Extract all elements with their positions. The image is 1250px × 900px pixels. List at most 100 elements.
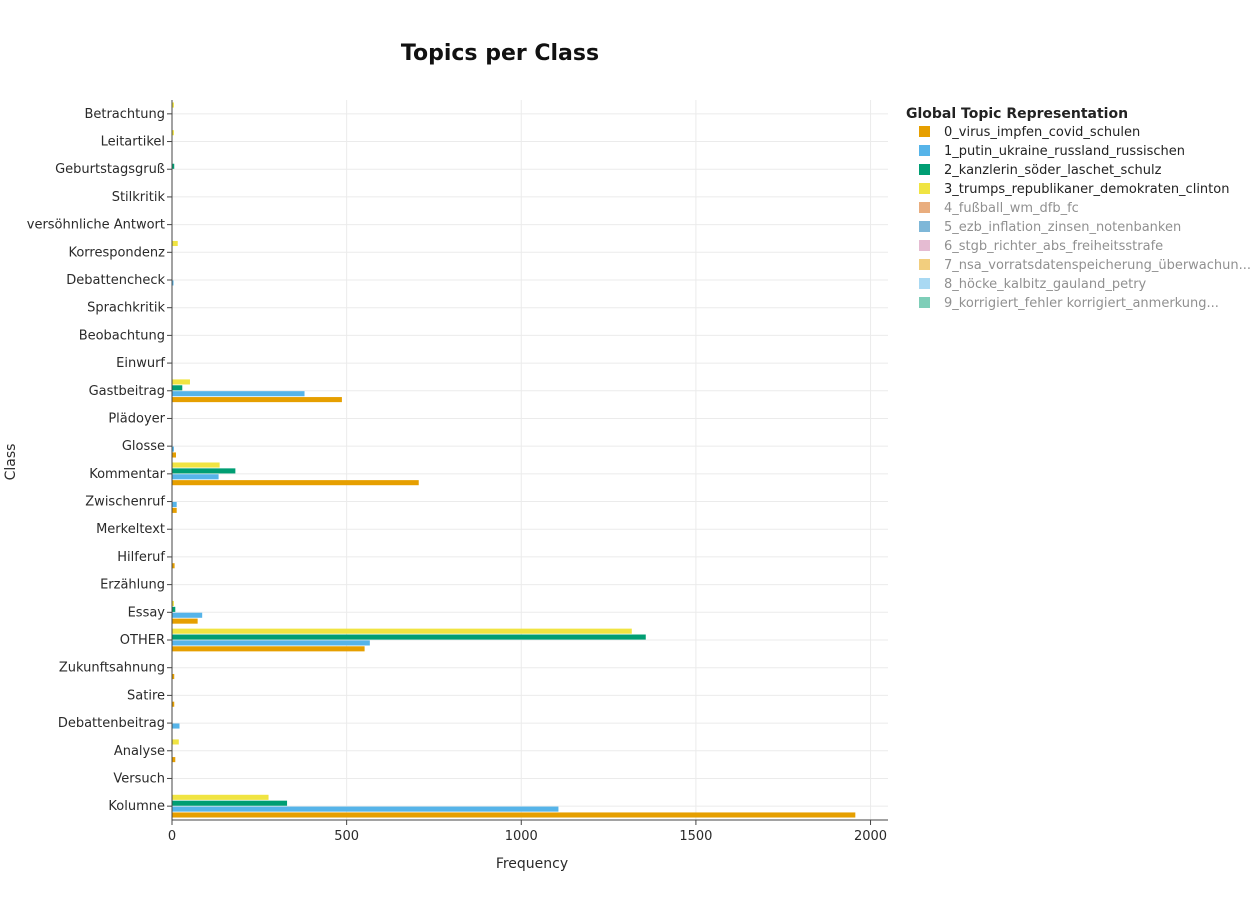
legend-swatch — [919, 297, 930, 308]
bar-glosse-topic-1 — [172, 446, 174, 452]
legend-item[interactable]: 2_kanzlerin_söder_laschet_schulz — [919, 163, 1162, 178]
bar-kommentar-topic-0 — [172, 480, 419, 486]
legend-swatch — [919, 259, 930, 270]
y-tick-label: Versuch — [113, 771, 165, 786]
bar-kolumne-topic-0 — [172, 812, 856, 818]
bar-glosse-topic-0 — [172, 452, 176, 458]
y-tick-label: Zukunftsahnung — [59, 661, 165, 676]
legend-label: 5_ezb_inflation_zinsen_notenbanken — [944, 220, 1181, 235]
x-tick-label: 1500 — [679, 829, 712, 844]
y-tick-label: Merkeltext — [96, 522, 165, 537]
bar-kolumne-topic-3 — [172, 794, 269, 800]
y-tick-label: Einwurf — [116, 356, 165, 371]
y-tick-label: Essay — [128, 605, 166, 620]
legend-item[interactable]: 9_korrigiert_fehler korrigiert_anmerkung… — [919, 296, 1219, 311]
legend-label: 2_kanzlerin_söder_laschet_schulz — [944, 163, 1162, 178]
legend-label: 4_fußball_wm_dfb_fc — [944, 201, 1079, 216]
bar-gastbeitrag-topic-2 — [172, 385, 183, 391]
y-tick-label: Kolumne — [108, 799, 165, 814]
y-tick-label: Korrespondenz — [68, 245, 165, 260]
bar-essay-topic-3 — [172, 600, 174, 607]
bar-essay-topic-1 — [172, 612, 203, 618]
y-tick-label: Stilkritik — [112, 190, 166, 205]
bar-zwischenruf-topic-1 — [172, 501, 177, 508]
y-tick-label: OTHER — [120, 633, 165, 648]
legend-item[interactable]: 6_stgb_richter_abs_freiheitsstrafe — [919, 239, 1163, 254]
legend-item[interactable]: 5_ezb_inflation_zinsen_notenbanken — [919, 220, 1181, 235]
legend-label: 7_nsa_vorratsdatenspeicherung_überwachun… — [944, 258, 1250, 273]
x-tick-label: 500 — [334, 829, 359, 844]
bar-other-topic-1 — [172, 640, 370, 646]
y-tick-label: Beobachtung — [79, 328, 165, 343]
y-tick-label: Zwischenruf — [85, 495, 165, 510]
axes: Betrachtung Leitartikel Geburtstagsgruß Sti… — [27, 100, 888, 844]
legend-swatch — [919, 240, 930, 251]
bar-other-topic-0 — [172, 646, 365, 652]
bar-gastbeitrag-topic-3 — [172, 379, 190, 385]
y-tick-label: Sprachkritik — [87, 301, 165, 316]
legend-item[interactable]: 3_trumps_republikaner_demokraten_clinton — [919, 182, 1229, 197]
bar-betrachtung-topic-3 — [172, 102, 174, 108]
y-tick-label: Hilferuf — [117, 550, 165, 565]
y-tick-label: Glosse — [122, 439, 165, 454]
x-tick-label: 2000 — [854, 829, 887, 844]
y-tick-label: Debattencheck — [66, 273, 165, 288]
bar-zwischenruf-topic-0 — [172, 507, 177, 513]
legend-label: 9_korrigiert_fehler korrigiert_anmerkung… — [944, 296, 1219, 311]
legend-item[interactable]: 1_putin_ukraine_russland_russischen — [919, 144, 1185, 159]
y-tick-label: Satire — [127, 688, 165, 703]
legend-swatch — [919, 221, 930, 232]
bar-debattenbeitrag-topic-1 — [172, 723, 180, 729]
y-tick-label: Geburtstagsgruß — [55, 162, 165, 177]
bar-korrespondenz-topic-3 — [172, 240, 178, 247]
y-tick-label: Erzählung — [100, 578, 165, 593]
chart-title: Topics per Class — [401, 41, 599, 66]
y-tick-label: Kommentar — [89, 467, 165, 482]
bar-kommentar-topic-1 — [172, 474, 219, 480]
legend-label: 3_trumps_republikaner_demokraten_clinton — [944, 182, 1229, 197]
bar-geburtstagsgruß-topic-2 — [172, 163, 175, 169]
legend-label: 8_höcke_kalbitz_gauland_petry — [944, 277, 1147, 292]
bar-other-topic-3 — [172, 628, 632, 634]
y-tick-label: versöhnliche Antwort — [27, 218, 165, 233]
bar-gastbeitrag-topic-1 — [172, 391, 305, 397]
legend-label: 0_virus_impfen_covid_schulen — [944, 125, 1140, 140]
y-tick-label: Gastbeitrag — [89, 384, 165, 399]
legend-item[interactable]: 8_höcke_kalbitz_gauland_petry — [919, 277, 1147, 292]
legend-item[interactable]: 0_virus_impfen_covid_schulen — [919, 125, 1140, 140]
y-axis-title: Class — [3, 444, 19, 481]
bar-kommentar-topic-2 — [172, 468, 236, 474]
bar-kommentar-topic-3 — [172, 462, 220, 468]
legend-swatch — [919, 202, 930, 213]
y-tick-label: Analyse — [114, 744, 165, 759]
y-tick-label: Debattenbeitrag — [58, 716, 165, 731]
bars — [172, 102, 856, 818]
legend-item[interactable]: 7_nsa_vorratsdatenspeicherung_überwachun… — [919, 258, 1250, 273]
bar-kolumne-topic-1 — [172, 806, 559, 812]
legend-label: 1_putin_ukraine_russland_russischen — [944, 144, 1185, 159]
bar-essay-topic-2 — [172, 606, 176, 612]
legend-swatch — [919, 145, 930, 156]
legend-swatch — [919, 126, 930, 137]
legend-title: Global Topic Representation — [906, 106, 1128, 122]
legend-swatch — [919, 278, 930, 289]
bar-satire-topic-0 — [172, 701, 175, 707]
legend-item[interactable]: 4_fußball_wm_dfb_fc — [919, 201, 1079, 216]
y-tick-label: Leitartikel — [101, 135, 165, 150]
legend[interactable]: Global Topic Representation 0_virus_impf… — [906, 106, 1250, 311]
y-tick-label: Plädoyer — [108, 411, 165, 426]
grid — [172, 100, 888, 820]
legend-label: 6_stgb_richter_abs_freiheitsstrafe — [944, 239, 1163, 254]
bar-analyse-topic-3 — [172, 739, 179, 745]
legend-swatch — [919, 183, 930, 194]
bar-analyse-topic-0 — [172, 757, 176, 763]
bar-other-topic-2 — [172, 634, 646, 640]
bar-leitartikel-topic-3 — [172, 130, 174, 136]
x-tick-label: 0 — [168, 829, 176, 844]
bar-kolumne-topic-2 — [172, 800, 288, 806]
bar-essay-topic-0 — [172, 618, 198, 624]
x-tick-label: 1000 — [505, 829, 538, 844]
bar-debattencheck-topic-1 — [172, 280, 174, 286]
legend-swatch — [919, 164, 930, 175]
